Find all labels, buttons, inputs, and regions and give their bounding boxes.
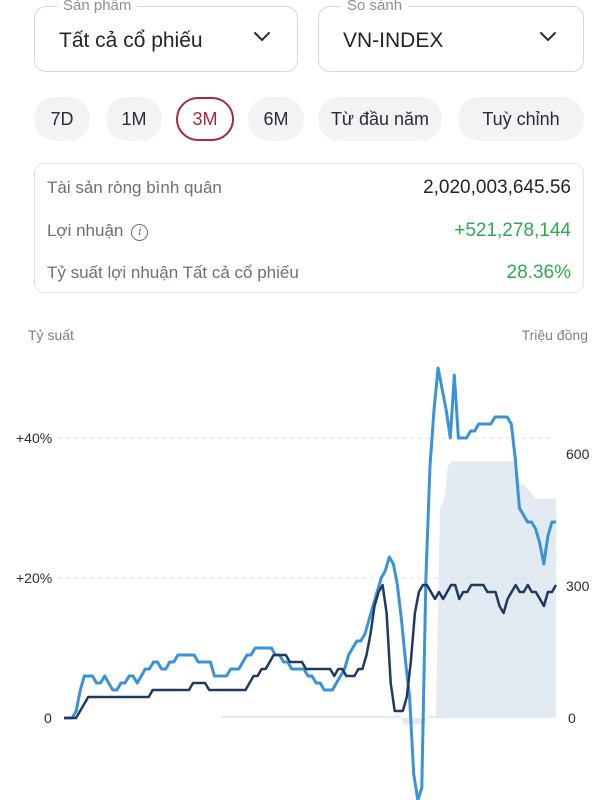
right-tick-label: 0 xyxy=(568,710,576,726)
left-tick-label: 0 xyxy=(44,710,52,726)
net-assets-row: Tài sản ròng bình quân 2,020,003,645.56 xyxy=(47,176,571,200)
product-select-label: Sản phẩm xyxy=(57,0,138,14)
tick-labels: +40% 600 +20% 300 0 0 xyxy=(16,430,590,726)
left-tick-label: +40% xyxy=(16,430,52,446)
product-select[interactable]: Sản phẩm Tất cả cổ phiếu xyxy=(34,0,298,72)
period-ytd-button[interactable]: Từ đầu năm xyxy=(318,97,442,141)
period-7d-button[interactable]: 7D xyxy=(34,97,90,141)
summary-card: Tài sản ròng bình quân 2,020,003,645.56 … xyxy=(34,163,584,293)
period-1m-button[interactable]: 1M xyxy=(106,97,162,141)
period-custom-button[interactable]: Tuỳ chỉnh xyxy=(458,97,584,141)
profit-value: +521,278,144 xyxy=(454,220,571,241)
compare-select-value: VN-INDEX xyxy=(343,29,444,52)
area-series-2 xyxy=(64,461,556,725)
chevron-down-icon xyxy=(540,32,556,41)
right-axis-title: Triệu đồng xyxy=(521,327,588,343)
right-tick-label: 300 xyxy=(566,578,590,594)
product-select-value: Tất cả cổ phiếu xyxy=(59,29,203,52)
period-3m-button[interactable]: 3M xyxy=(176,97,234,141)
profit-label: Lợi nhuận xyxy=(47,221,124,240)
net-assets-label: Tài sản ròng bình quân xyxy=(47,178,222,197)
compare-select[interactable]: So sánh VN-INDEX xyxy=(318,0,584,72)
left-tick-label: +20% xyxy=(16,570,52,586)
period-selector: 7D 1M 3M 6M Từ đầu năm Tuỳ chỉnh xyxy=(34,97,584,141)
profit-label-wrap: Lợi nhuận i xyxy=(47,219,149,243)
return-row: Tỷ suất lợi nhuận Tất cả cổ phiếu 28.36% xyxy=(47,261,571,285)
chevron-down-icon xyxy=(254,32,270,41)
line-series xyxy=(64,366,558,800)
return-value: 28.36% xyxy=(506,262,571,283)
info-icon[interactable]: i xyxy=(131,224,149,241)
right-tick-label: 600 xyxy=(566,446,590,462)
line-series-0 xyxy=(64,366,556,800)
profit-row: Lợi nhuận i +521,278,144 xyxy=(47,219,571,243)
left-axis-title: Tỷ suất xyxy=(28,327,74,343)
area-series xyxy=(64,461,556,725)
performance-chart[interactable]: +40% 600 +20% 300 0 0 xyxy=(0,350,600,800)
period-6m-button[interactable]: 6M xyxy=(248,97,304,141)
return-label: Tỷ suất lợi nhuận Tất cả cổ phiếu xyxy=(47,263,299,282)
compare-select-label: So sánh xyxy=(341,0,409,14)
net-assets-value: 2,020,003,645.56 xyxy=(423,177,571,198)
line-series-1 xyxy=(64,583,558,720)
